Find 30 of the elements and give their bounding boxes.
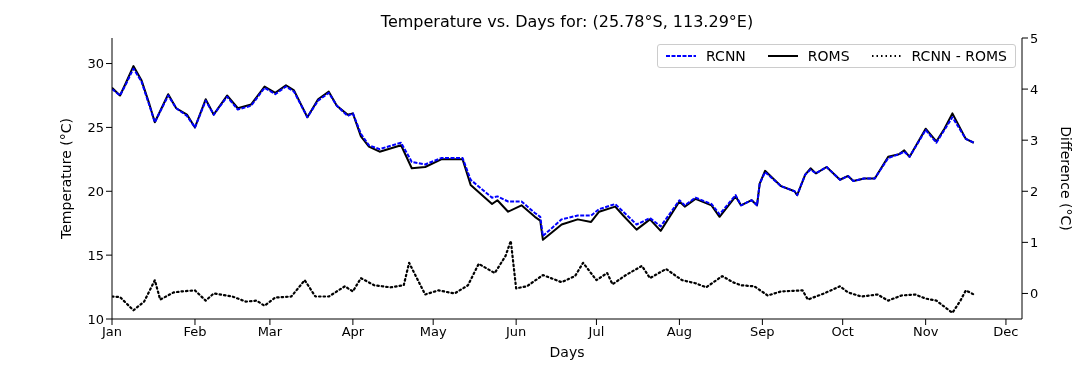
x-tick-label: Sep [750, 324, 775, 340]
x-tick-label: Aug [666, 324, 693, 340]
x-tick-label: Jun [504, 324, 527, 340]
y-tick-label: 20 [87, 183, 104, 199]
x-tick-label: Oct [831, 324, 854, 340]
y-tick-label: 30 [87, 56, 104, 72]
y2-tick-label: 4 [1030, 81, 1039, 97]
y2-tick-label: 0 [1030, 286, 1039, 302]
x-tick-label: Apr [341, 324, 365, 340]
y2-tick-label: 5 [1030, 30, 1039, 46]
x-tick-label: Dec [993, 324, 1019, 340]
y-axis-title: Temperature (°C) [57, 118, 74, 240]
y2-tick-label: 2 [1030, 183, 1039, 199]
legend-label: RCNN - ROMS [911, 48, 1007, 64]
x-tick-label: Feb [183, 324, 207, 340]
x-tick-label: Mar [257, 324, 283, 340]
x-tick-label: Nov [912, 324, 939, 340]
y2-tick-label: 1 [1030, 234, 1039, 250]
x-tick-label: Jan [100, 324, 123, 340]
x-axis-title: Days [549, 343, 585, 360]
y-tick-label: 15 [87, 247, 104, 263]
x-tick-label: Jul [587, 324, 605, 340]
y-tick-label: 10 [87, 311, 104, 327]
y-tick-label: 25 [87, 120, 104, 136]
legend-label: ROMS [807, 48, 850, 64]
y2-tick-label: 3 [1030, 132, 1039, 148]
legend-label: RCNN [706, 48, 746, 64]
y2-axis-title: Difference (°C) [1058, 126, 1075, 231]
chart-title: Temperature vs. Days for: (25.78°S, 113.29°E) [379, 12, 755, 31]
x-tick-label: May [419, 324, 447, 340]
